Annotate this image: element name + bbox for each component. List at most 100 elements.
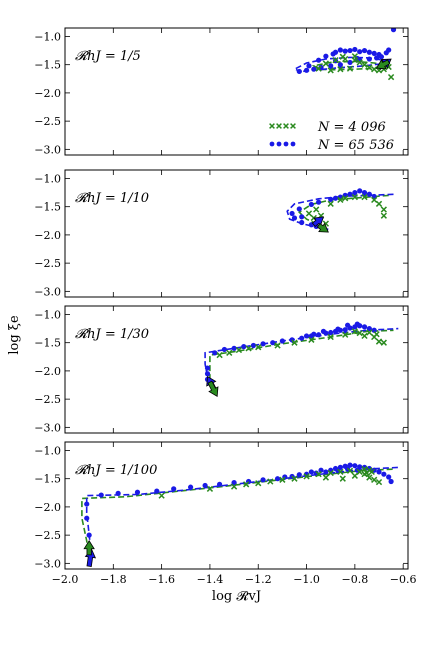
point-n65536 [204, 371, 211, 377]
point-n65536 [376, 469, 382, 475]
point-n65536 [361, 324, 368, 330]
direction-arrow [316, 222, 329, 233]
point-n65536 [342, 327, 348, 333]
point-n4096 [337, 66, 344, 73]
point-n4096 [351, 472, 358, 479]
point-n65536 [296, 472, 302, 478]
point-n65536 [371, 50, 377, 57]
point-n4096 [322, 60, 330, 67]
point-n65536 [311, 331, 317, 337]
point-n65536 [388, 478, 394, 485]
y-tick-label: −1.5 [34, 473, 61, 486]
point-n4096 [216, 351, 223, 359]
point-n4096 [327, 469, 334, 477]
point-n4096 [375, 338, 383, 345]
y-axis-label: log ξe [7, 315, 22, 355]
point-n4096 [279, 476, 286, 483]
point-n4096 [327, 67, 334, 74]
point-n65536 [347, 462, 353, 468]
point-n65536 [84, 501, 90, 507]
point-n4096 [366, 474, 373, 481]
point-n65536 [250, 342, 257, 349]
point-n65536 [366, 56, 372, 62]
y-tick-label: −3.0 [34, 285, 61, 298]
x-axis-label: log 𝓡vJ [212, 589, 261, 604]
point-n4096 [255, 480, 262, 487]
point-n65536 [308, 469, 314, 475]
y-tick-label: −1.0 [34, 30, 61, 43]
panel-label: 𝓡hJ = 1/30 [75, 327, 149, 342]
point-n65536 [188, 484, 194, 490]
point-n65536 [279, 338, 285, 344]
point-n65536 [323, 53, 329, 59]
point-n4096 [351, 53, 358, 60]
legend-marker-x [283, 123, 289, 129]
point-n65536 [337, 47, 343, 53]
plot-area [204, 321, 399, 389]
point-n65536 [352, 189, 358, 196]
point-n65536 [115, 490, 121, 496]
direction-arrow [375, 59, 391, 70]
point-n65536 [299, 335, 305, 341]
point-n4096 [361, 465, 368, 473]
point-n65536 [354, 321, 360, 327]
x-tick-label: −1.0 [293, 573, 320, 586]
point-n4096 [327, 333, 334, 341]
point-n65536 [318, 467, 324, 473]
point-n65536 [316, 57, 322, 63]
y-tick-label: −2.5 [34, 393, 61, 406]
point-n4096 [291, 475, 298, 482]
point-n65536 [303, 333, 310, 339]
point-n4096 [313, 206, 320, 213]
point-n65536 [357, 49, 363, 55]
point-n65536 [260, 341, 266, 347]
point-n4096 [366, 467, 373, 474]
point-n65536 [347, 47, 353, 54]
x-tick-label: −1.6 [148, 573, 175, 586]
point-n65536 [299, 219, 305, 226]
point-n65536 [342, 48, 348, 54]
point-n65536 [347, 59, 353, 66]
point-n65536 [274, 476, 281, 482]
point-n4096 [380, 212, 387, 219]
point-n65536 [381, 471, 387, 477]
point-n65536 [231, 345, 237, 351]
point-n4096 [305, 210, 313, 217]
y-tick-label: −3.0 [34, 421, 61, 434]
point-n65536 [204, 365, 211, 371]
point-n65536 [366, 49, 372, 55]
y-tick-label: −2.0 [34, 501, 61, 514]
point-n65536 [84, 515, 90, 521]
point-n65536 [352, 46, 358, 53]
point-n4096 [158, 492, 165, 499]
point-n65536 [330, 51, 336, 57]
point-n4096 [375, 200, 383, 207]
y-tick-label: −2.5 [34, 115, 61, 128]
point-n65536 [221, 346, 228, 353]
point-n4096 [235, 346, 243, 354]
point-n4096 [291, 339, 298, 346]
point-n4096 [327, 200, 334, 207]
y-tick-label: −1.5 [34, 337, 61, 350]
y-tick-label: −2.0 [34, 229, 61, 242]
y-tick-label: −2.0 [34, 365, 61, 378]
x-tick-label: −1.2 [245, 573, 272, 586]
point-n65536 [306, 63, 312, 69]
point-n65536 [371, 327, 377, 333]
legend-marker-x [290, 123, 296, 129]
point-n4096 [230, 483, 238, 490]
x-tick-label: −1.4 [197, 573, 224, 586]
point-n4096 [337, 468, 344, 476]
point-n4096 [361, 332, 368, 340]
y-tick-label: −1.5 [34, 201, 61, 214]
panel-label: 𝓡hJ = 1/100 [75, 463, 157, 478]
point-n65536 [357, 188, 363, 194]
legend-marker-dot [269, 141, 275, 147]
direction-arrow [207, 380, 219, 397]
point-n65536 [316, 199, 322, 205]
point-n65536 [216, 481, 223, 487]
panel-frame [64, 169, 409, 298]
plot-area [81, 462, 399, 561]
